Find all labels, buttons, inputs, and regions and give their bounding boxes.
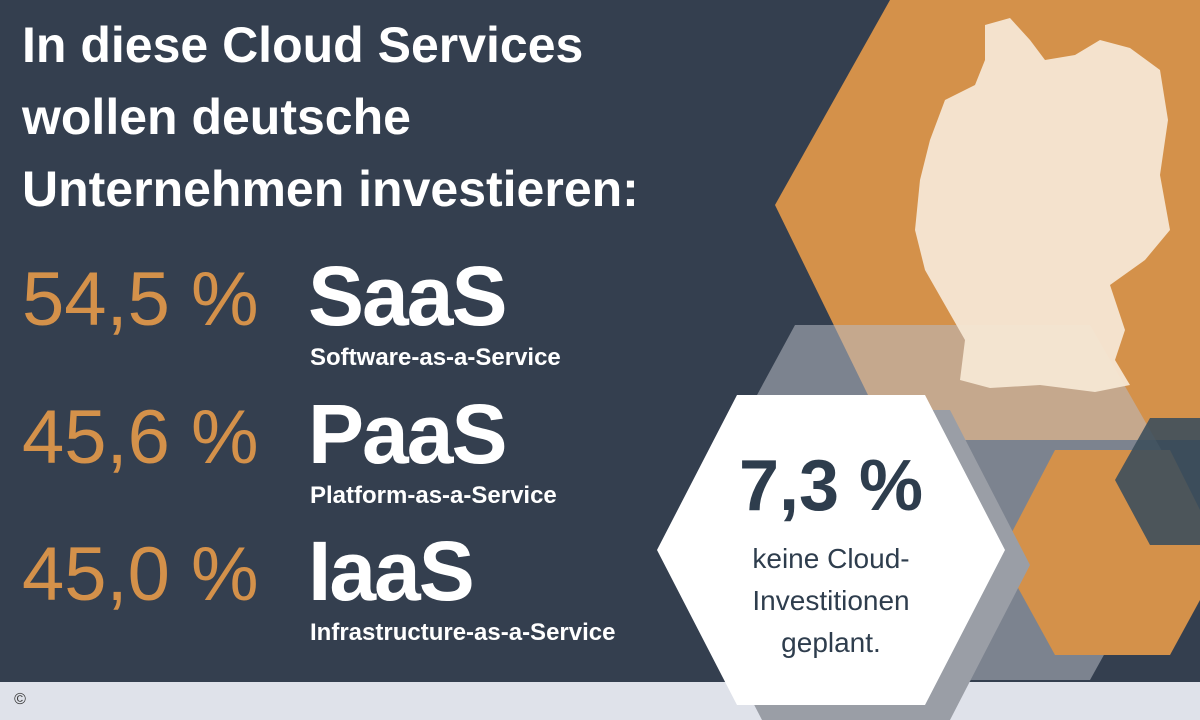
title-line: Unternehmen investieren:	[22, 161, 639, 217]
callout-text: geplant.	[781, 627, 881, 658]
hexagon-dark	[1115, 418, 1200, 545]
percent: 45,6 %	[22, 395, 259, 480]
service-name: PaaS	[308, 387, 506, 481]
callout-value: 7,3 %	[739, 446, 923, 526]
callout-text: keine Cloud-	[752, 543, 909, 574]
hexagon-white	[657, 395, 1005, 705]
service-description: Infrastructure-as-a-Service	[310, 619, 615, 646]
footer-band	[0, 682, 1200, 720]
percent: 45,0 %	[22, 532, 259, 617]
service-name: IaaS	[308, 524, 473, 618]
title-line: wollen deutsche	[21, 89, 411, 145]
germany-map	[915, 18, 1170, 392]
service-description: Software-as-a-Service	[310, 344, 561, 371]
title-line: In diese Cloud Services	[22, 17, 583, 73]
callout-text: Investitionen	[752, 585, 909, 616]
service-description: Platform-as-a-Service	[310, 482, 557, 509]
percent: 54,5 %	[22, 257, 259, 342]
copyright: ©	[14, 691, 26, 708]
service-name: SaaS	[308, 249, 506, 343]
